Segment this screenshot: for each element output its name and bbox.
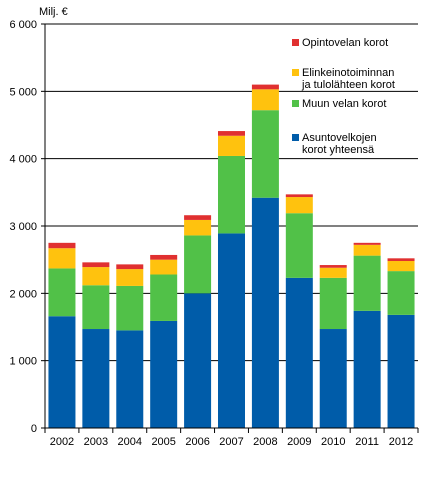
bar-segment-2009-4 <box>285 194 313 198</box>
legend-label: Asuntovelkojen <box>302 132 377 144</box>
bar-segment-2002-1 <box>48 316 76 428</box>
x-tick-label: 2006 <box>185 436 209 448</box>
y-tick-label: 0 <box>31 423 37 435</box>
x-tick-label: 2005 <box>151 436 175 448</box>
x-tick-label: 2004 <box>118 436 142 448</box>
bar-segment-2010-1 <box>319 329 347 428</box>
bar-segment-2005-2 <box>150 274 178 321</box>
bar-segment-2012-1 <box>387 314 415 428</box>
bar-segment-2007-1 <box>218 233 245 428</box>
bar-segment-2003-3 <box>82 267 110 286</box>
bar-segment-2004-1 <box>116 330 144 428</box>
bar-segment-2005-4 <box>150 254 178 260</box>
bar-segment-2002-3 <box>48 248 76 269</box>
legend-label: Opintovelan korot <box>302 37 388 49</box>
legend-label: Muun velan korot <box>302 98 386 110</box>
bar-segment-2006-1 <box>184 293 212 428</box>
bar-segment-2010-4 <box>319 265 347 268</box>
bar-segment-2010-3 <box>319 267 347 278</box>
bar-segment-2011-4 <box>353 242 381 245</box>
legend-label: Elinkeinotoiminnan <box>302 67 394 79</box>
bar-segment-2007-3 <box>218 135 245 156</box>
y-tick-label: 1 000 <box>9 356 37 368</box>
bar-segment-2006-3 <box>184 219 212 236</box>
bar-segment-2003-1 <box>82 329 110 428</box>
x-tick-labels: 2002 2003 2004 2005 2006 2007 2008 2009 2010 2011… <box>50 436 414 448</box>
bar-segment-2009-2 <box>285 213 313 278</box>
bars <box>48 84 415 428</box>
legend-label: korot yhteensä <box>302 144 375 156</box>
legend-label: ja tulolähteen korot <box>301 79 395 91</box>
y-tick-label: 6 000 <box>9 19 37 31</box>
bar-segment-2008-3 <box>251 89 279 111</box>
y-tick-labels: 0 1 000 2 000 3 000 4 000 5 000 6 000 <box>9 19 37 435</box>
bar-segment-2006-4 <box>184 215 212 220</box>
x-tick-label: 2009 <box>287 436 311 448</box>
x-tick-label: 2002 <box>50 436 74 448</box>
bar-segment-2012-4 <box>387 258 415 262</box>
y-tick-label: 3 000 <box>9 221 37 233</box>
bar-segment-2002-4 <box>48 242 76 249</box>
bar-segment-2008-2 <box>251 110 279 198</box>
bar-segment-2004-4 <box>116 264 144 270</box>
legend-swatch <box>292 39 299 46</box>
x-tick-label: 2010 <box>321 436 345 448</box>
bar-segment-2003-4 <box>82 262 110 268</box>
bar-segment-2012-2 <box>387 271 415 315</box>
x-tick-label: 2012 <box>389 436 413 448</box>
y-tick-label: 2 000 <box>9 288 37 300</box>
bar-segment-2011-1 <box>353 310 381 428</box>
legend-swatch <box>292 134 299 141</box>
y-tick-label: 5 000 <box>9 86 37 98</box>
bar-segment-2008-1 <box>251 197 279 428</box>
y-unit-label: Milj. € <box>39 6 68 18</box>
x-tick-label: 2003 <box>84 436 108 448</box>
x-tick-label: 2008 <box>253 436 277 448</box>
bar-segment-2007-2 <box>218 155 245 234</box>
bar-segment-2002-2 <box>48 268 76 317</box>
bar-segment-2006-2 <box>184 235 212 294</box>
bar-segment-2005-3 <box>150 259 178 275</box>
bar-segment-2008-4 <box>251 84 279 90</box>
bar-segment-2009-3 <box>285 197 313 214</box>
bar-segment-2004-3 <box>116 269 144 286</box>
bar-segment-2007-4 <box>218 131 245 136</box>
bar-segment-2003-2 <box>82 285 110 330</box>
bar-segment-2005-1 <box>150 320 178 428</box>
bar-segment-2011-2 <box>353 255 381 311</box>
bar-segment-2009-1 <box>285 277 313 428</box>
bar-segment-2004-2 <box>116 285 144 331</box>
x-tick-label: 2007 <box>219 436 243 448</box>
axes <box>41 23 419 433</box>
x-tick-label: 2011 <box>355 436 379 448</box>
legend-swatch <box>292 69 299 76</box>
bar-segment-2011-3 <box>353 244 381 256</box>
y-tick-label: 4 000 <box>9 154 37 166</box>
bar-segment-2012-3 <box>387 261 415 272</box>
bar-segment-2010-2 <box>319 277 347 330</box>
legend-swatch <box>292 100 299 107</box>
